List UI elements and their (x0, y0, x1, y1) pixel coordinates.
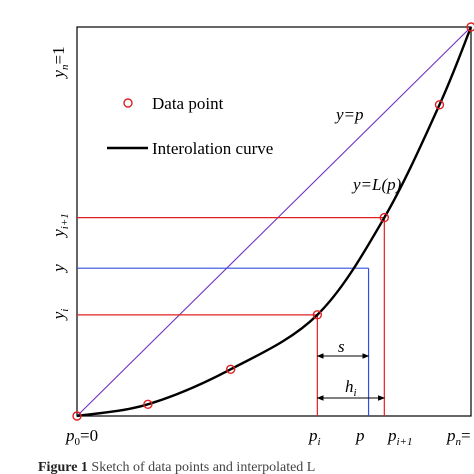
y-tick-y: y (49, 264, 68, 274)
data-point (379, 212, 390, 223)
data-point (466, 22, 474, 32)
y-tick-yn: yn=1 (49, 46, 71, 79)
x-tick-p0: p0=0 (65, 426, 98, 448)
data-point (225, 364, 236, 375)
y-tick-labels: yn=1 yi+1 y yi (49, 46, 71, 321)
red-guides (77, 217, 385, 416)
legend-label-curve: Interolation curve (152, 139, 273, 158)
x-tick-p: p (355, 426, 365, 445)
data-points (72, 22, 474, 421)
data-point (72, 411, 82, 421)
data-point (312, 310, 323, 320)
y-tick-yi: yi (49, 309, 71, 322)
data-point (434, 100, 445, 110)
legend: Data point Interolation curve (107, 94, 273, 158)
x-tick-pn: pn= (446, 426, 471, 448)
y-eq-l-label: y=L(p) (351, 175, 402, 194)
y-eq-p-label: y=p (334, 105, 364, 124)
legend-label-points: Data point (152, 94, 224, 113)
blue-guides (77, 267, 370, 416)
legend-point-marker (123, 98, 133, 108)
plot-frame (76, 26, 472, 417)
h-label: hi (345, 377, 357, 399)
s-label: s (338, 337, 345, 356)
x-tick-pi1: pi+1 (387, 426, 412, 448)
data-point (143, 399, 153, 410)
x-tick-pi: pi (308, 426, 321, 448)
diagonal-line (76, 26, 472, 417)
figure-caption: Figure 1 Sketch of data points and inter… (38, 460, 315, 474)
x-tick-labels: p0=0 pi p pi+1 pn= (65, 426, 471, 448)
y-tick-yi1: yi+1 (49, 213, 71, 239)
